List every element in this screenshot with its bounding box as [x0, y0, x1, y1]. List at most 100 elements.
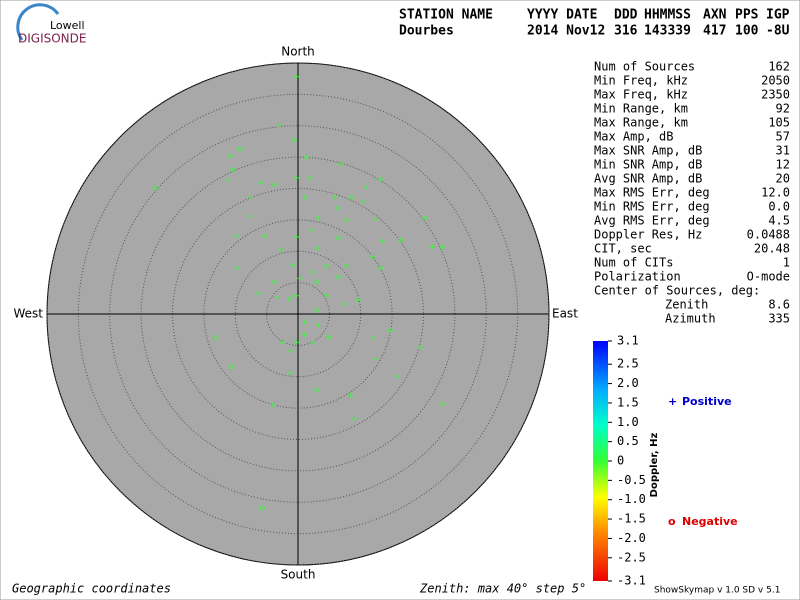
- stat-value: 31: [776, 144, 790, 158]
- footer-left: Geographic coordinates: [12, 582, 171, 596]
- stat-value: 1: [783, 256, 790, 270]
- source-plus: [336, 235, 342, 241]
- source-plus: [302, 194, 308, 200]
- source-plus: [315, 245, 321, 251]
- stat-label: Num of CITs: [594, 256, 673, 270]
- stat-value: 12: [776, 158, 790, 172]
- colorbar-tick-label: 2.0: [617, 376, 639, 390]
- source-plus: [314, 307, 320, 313]
- source-plus: [304, 154, 310, 160]
- dir-east: East: [552, 307, 578, 321]
- colorbar-tick-label: 2.5: [617, 357, 639, 371]
- stat-label: Max Range, km: [594, 116, 688, 130]
- source-plus: [310, 269, 316, 275]
- source-plus: [352, 416, 358, 422]
- colorbar-tick-label: -3.1: [617, 574, 646, 588]
- source-plus: [363, 184, 369, 190]
- source-plus: [307, 175, 313, 181]
- source-plus: [378, 265, 384, 271]
- source-plus: [225, 177, 231, 183]
- source-plus: [422, 215, 428, 221]
- colorbar-tick-label: -2.5: [617, 550, 646, 564]
- logo-top: Lowell: [50, 19, 85, 32]
- stat-label: Max RMS Err, deg: [594, 186, 710, 200]
- header-label: PPS: [735, 8, 759, 23]
- source-plus: [334, 205, 340, 211]
- source-plus: [372, 216, 378, 222]
- stat-value: 4.5: [768, 214, 790, 228]
- header-label: HHMMSS: [644, 8, 691, 23]
- header-label: STATION NAME: [399, 8, 493, 23]
- source-plus: [308, 227, 314, 233]
- header-value: 143339: [644, 24, 691, 39]
- stat-value: 20: [776, 172, 790, 186]
- footer-middle: Zenith: max 40° step 5°: [419, 582, 586, 596]
- stat-label: Doppler Res, Hz: [594, 228, 702, 242]
- stat-value: 57: [776, 130, 790, 144]
- source-plus: [310, 340, 316, 346]
- source-plus: [293, 293, 299, 299]
- source-plus: [247, 213, 253, 219]
- source-plus: [270, 402, 276, 408]
- source-plus: [332, 194, 338, 200]
- source-plus: [439, 244, 445, 250]
- source-plus: [261, 233, 267, 239]
- center-label: Azimuth: [665, 312, 716, 326]
- center-title: Center of Sources, deg:: [594, 284, 760, 298]
- source-plus: [294, 339, 300, 345]
- source-circle: [259, 505, 265, 511]
- source-plus: [290, 262, 296, 268]
- source-plus: [313, 279, 319, 285]
- source-plus: [418, 344, 424, 350]
- colorbar-tick-label: -1.0: [617, 492, 646, 506]
- header-label: DDD: [614, 8, 638, 23]
- source-plus: [280, 339, 286, 345]
- source-plus: [234, 265, 240, 271]
- source-plus: [397, 237, 403, 243]
- stat-value: 2350: [761, 88, 790, 102]
- source-plus: [271, 279, 277, 285]
- stat-label: Avg RMS Err, deg: [594, 214, 710, 228]
- source-plus: [429, 244, 435, 250]
- source-plus: [288, 348, 294, 354]
- source-plus: [323, 293, 329, 299]
- stat-value: 162: [768, 60, 790, 74]
- source-plus: [258, 180, 264, 186]
- stat-value: 0.0488: [747, 228, 790, 242]
- stat-value: O-mode: [747, 270, 790, 284]
- stat-label: Min RMS Err, deg: [594, 200, 710, 214]
- source-plus: [337, 161, 343, 167]
- stat-value: 92: [776, 102, 790, 116]
- source-plus: [369, 254, 375, 260]
- source-plus: [247, 194, 253, 200]
- source-plus: [315, 322, 321, 328]
- source-circle: [287, 296, 293, 302]
- colorbar-tick-label: -0.5: [617, 473, 646, 487]
- legend-entry: Negative: [682, 515, 738, 528]
- source-plus: [440, 401, 446, 407]
- stat-label: Max Freq, kHz: [594, 88, 688, 102]
- header-label: IGP: [766, 8, 790, 23]
- source-plus: [297, 275, 303, 281]
- source-plus: [387, 327, 393, 333]
- source-plus: [294, 74, 300, 80]
- source-plus: [256, 290, 262, 296]
- source-plus: [276, 122, 282, 128]
- source-plus: [233, 233, 239, 239]
- source-plus: [228, 153, 234, 159]
- colorbar-tick-label: 3.1: [617, 334, 639, 348]
- source-plus: [287, 370, 293, 376]
- source-plus: [344, 217, 350, 223]
- stat-value: 12.0: [761, 186, 790, 200]
- source-plus: [326, 334, 332, 340]
- source-circle: [212, 335, 218, 341]
- colorbar-tick-label: 1.0: [617, 415, 639, 429]
- source-plus: [302, 319, 308, 325]
- header-value: 2014 Nov12: [527, 24, 605, 39]
- colorbar: [593, 341, 608, 581]
- source-plus: [314, 387, 320, 393]
- source-plus: [315, 215, 321, 221]
- stat-value: 20.48: [754, 242, 790, 256]
- stat-label: Avg SNR Amp, dB: [594, 172, 702, 186]
